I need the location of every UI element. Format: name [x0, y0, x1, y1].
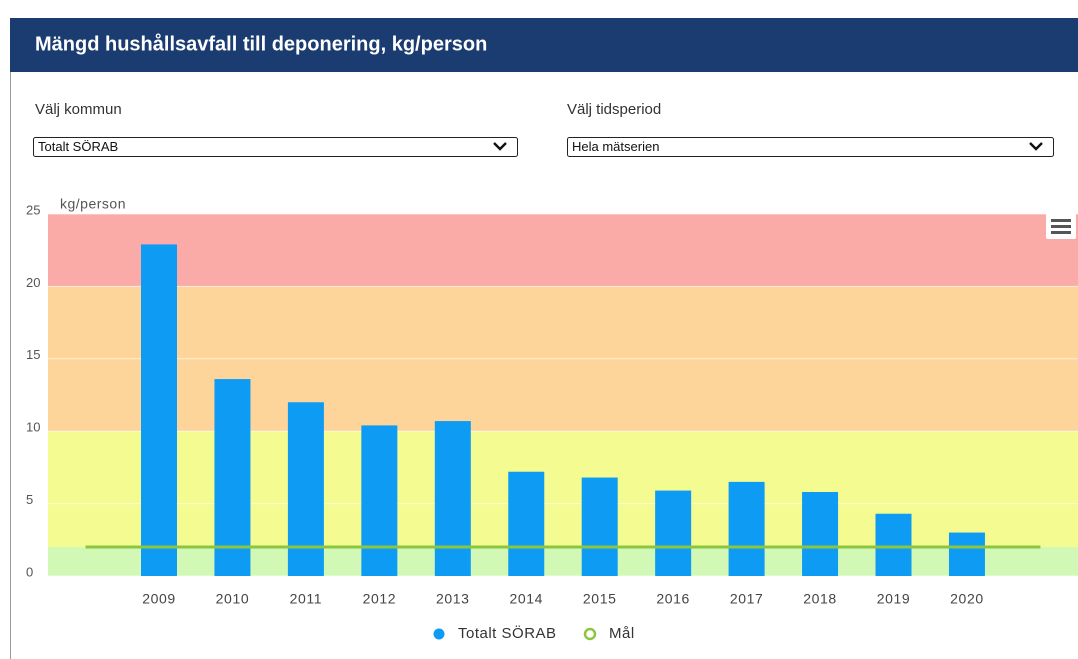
x-tick-label: 2010	[216, 591, 250, 607]
bar	[361, 425, 398, 576]
bar	[214, 379, 251, 576]
menu-button[interactable]	[1046, 213, 1076, 239]
x-tick-label: 2012	[363, 591, 397, 607]
bar	[434, 421, 471, 576]
filter-label: Välj tidsperiod	[567, 101, 661, 118]
header-bar	[10, 18, 1078, 72]
bar	[141, 244, 177, 576]
menu-line	[1051, 225, 1071, 228]
bar	[287, 402, 324, 576]
bar	[802, 492, 839, 576]
legend-marker	[583, 627, 597, 641]
x-tick-label: 2013	[436, 591, 470, 607]
select-arrow	[493, 142, 507, 151]
y-tick-label: 25	[26, 202, 40, 217]
header-title: Mängd hushållsavfall till deponering, kg…	[35, 32, 487, 55]
x-tick-label: 2014	[509, 591, 543, 607]
plot-band	[48, 431, 1078, 548]
bar	[728, 481, 765, 576]
y-tick-label: 20	[26, 275, 40, 290]
select-value: Hela mätserien	[572, 139, 659, 154]
legend-label: Mål	[609, 625, 635, 642]
x-tick-label: 2009	[142, 591, 176, 607]
y-tick-label: 0	[26, 564, 33, 579]
x-tick-label: 2011	[290, 591, 323, 607]
bar	[948, 532, 985, 576]
select-kommun[interactable]	[33, 137, 518, 157]
filter-label: Välj kommun	[35, 101, 122, 118]
x-tick-label: 2019	[877, 591, 911, 607]
legend-label: Totalt SÖRAB	[458, 624, 557, 642]
x-tick-label: 2018	[803, 591, 837, 607]
bar	[655, 490, 692, 576]
y-tick-label: 15	[26, 347, 40, 362]
plot-band	[48, 214, 1078, 287]
y-axis-label: kg/person	[60, 196, 126, 212]
select-value: Totalt SÖRAB	[38, 139, 118, 154]
select-arrow	[1029, 142, 1043, 151]
menu-line	[1051, 231, 1071, 234]
x-tick-label: 2016	[656, 591, 690, 607]
select-period[interactable]	[567, 137, 1054, 157]
bar	[875, 513, 912, 576]
bar	[581, 477, 618, 576]
legend-marker	[433, 628, 445, 640]
x-tick-label: 2015	[583, 591, 617, 607]
y-tick-label: 10	[26, 420, 40, 435]
menu-line	[1051, 219, 1071, 222]
bar	[508, 471, 545, 576]
plot: 0 5 10 15 20 25 kg/person 2009 2010 2011 2012 2013 2…	[26, 196, 1078, 642]
x-tick-label: 2017	[730, 591, 764, 607]
x-tick-label: 2020	[950, 591, 984, 607]
plot-band	[48, 547, 1078, 576]
y-tick-label: 5	[26, 492, 33, 507]
